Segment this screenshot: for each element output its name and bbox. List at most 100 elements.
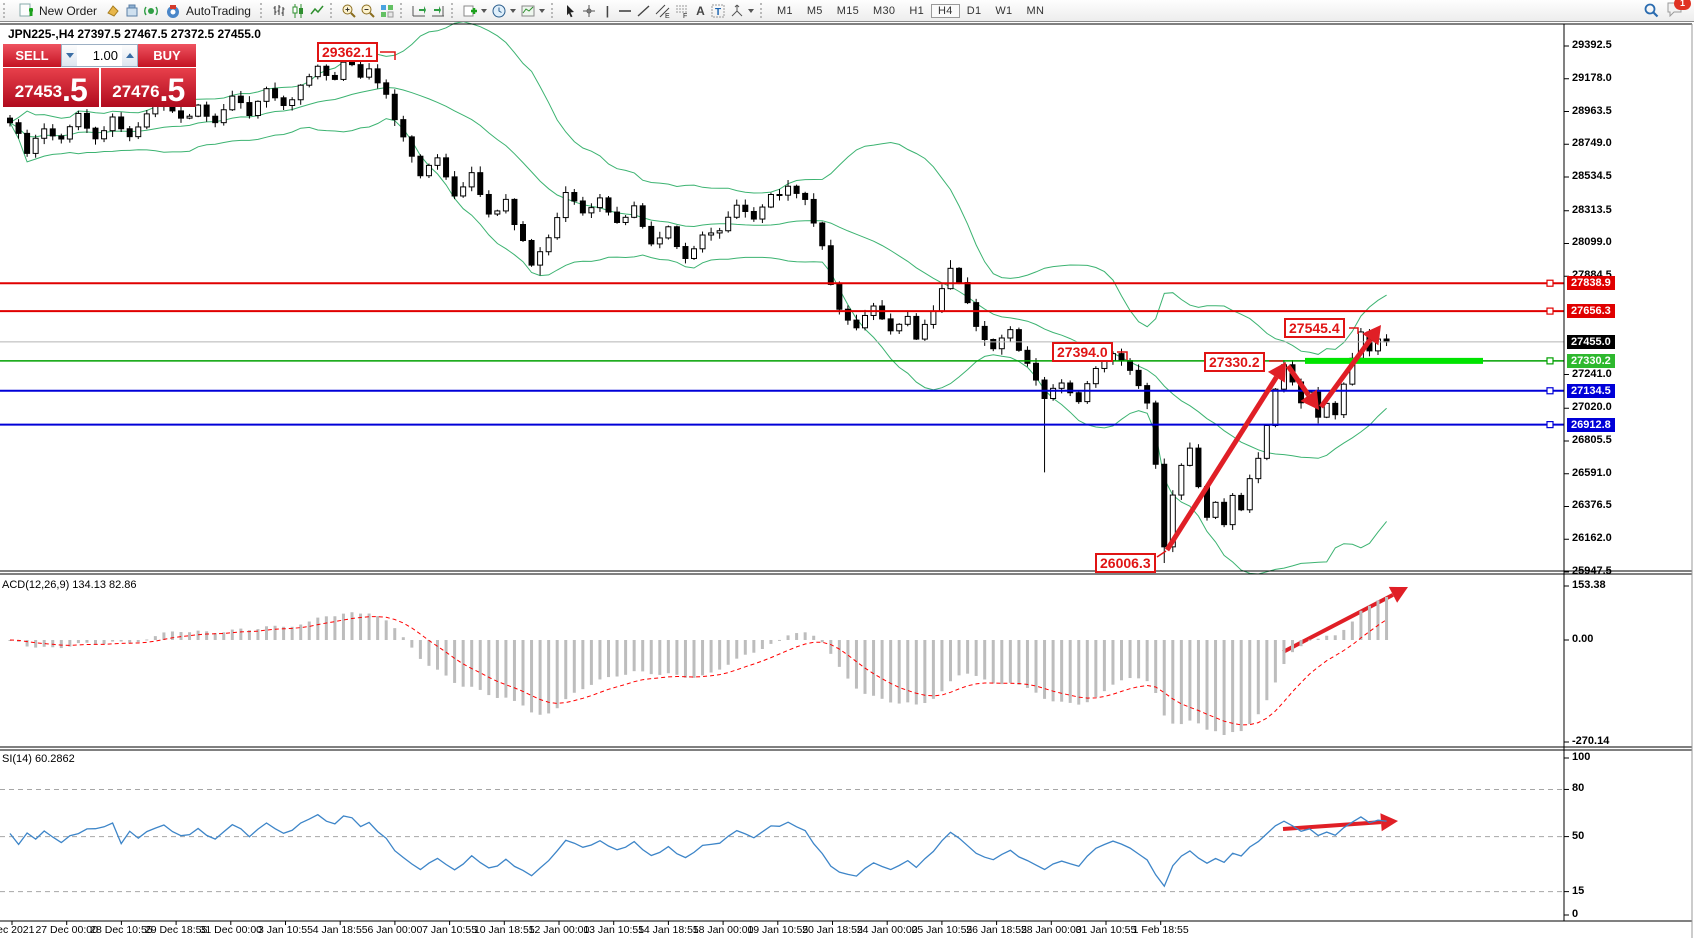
date-tick-label: 20 Jan 18:55 (802, 924, 863, 936)
timeframe-button-h1[interactable]: H1 (909, 4, 925, 17)
candlestick-chart-icon[interactable] (290, 3, 307, 19)
indicators-add-icon[interactable] (462, 3, 479, 19)
axis-tick-label: 100 (1572, 751, 1591, 763)
zoom-in-icon[interactable] (341, 3, 358, 19)
axis-tick-label: 28099.0 (1572, 236, 1612, 249)
arrows-caret-icon[interactable] (747, 8, 754, 13)
price-badge: 27330.2 (1567, 353, 1615, 368)
axis-tick-label: 28313.5 (1572, 203, 1612, 216)
horizontal-line-tool-icon[interactable] (617, 3, 634, 19)
chart-shift-icon[interactable] (430, 3, 447, 19)
date-tick-label: 31 Jan 10:55 (1075, 924, 1137, 936)
periods-caret-icon[interactable] (509, 8, 516, 13)
buy-price-main: 27476 (112, 82, 160, 101)
autotrading-button[interactable]: AutoTrading (160, 2, 257, 20)
date-tick-label: 28 Jan 00:00 (1020, 924, 1082, 936)
one-click-trading-panel: SELL BUY 27453.5 27476.5 (3, 44, 196, 107)
sell-price-main: 27453 (14, 82, 63, 101)
vertical-line-tool-icon[interactable]: | (605, 3, 610, 18)
spinner-down-icon (65, 53, 74, 58)
new-order-button[interactable]: New Order (13, 2, 103, 20)
zoom-out-icon[interactable] (360, 3, 377, 19)
notifications-chat-icon[interactable]: 1 (1666, 0, 1691, 20)
fibonacci-tool-icon[interactable]: F (674, 3, 691, 19)
toolbar-grip[interactable] (259, 3, 266, 18)
crosshair-icon[interactable] (581, 3, 598, 19)
axis-tick-label: 0 (1572, 908, 1579, 920)
volume-decrease-button[interactable] (62, 45, 77, 66)
volume-control (61, 44, 138, 67)
templates-icon[interactable] (520, 3, 537, 19)
search-icon[interactable] (1643, 3, 1660, 19)
toolbar-grip[interactable] (399, 3, 406, 18)
toolbar-grip[interactable] (329, 3, 336, 18)
line-chart-icon[interactable] (309, 3, 326, 19)
label-glyph: T (715, 7, 721, 18)
timeframe-group: M1 M5 M15 M30 H1 H4 D1 W1 MN (770, 0, 1051, 21)
price-annotation[interactable]: 27330.2 (1204, 352, 1265, 372)
cursor-icon[interactable] (562, 3, 579, 19)
channel-glyph: E (665, 13, 670, 19)
volume-increase-button[interactable] (122, 45, 137, 66)
axis-tick-label: 26591.0 (1572, 466, 1612, 479)
timeframe-button-h4[interactable]: H4 (931, 3, 960, 18)
price-annotation[interactable]: 26006.3 (1095, 553, 1156, 573)
date-tick-label: 24 Jan 00:00 (856, 924, 918, 936)
date-tick-label: 12 Jan 00:00 (528, 924, 590, 936)
auto-scroll-icon[interactable] (411, 3, 428, 19)
date-tick-label: 3 Jan 10:55 (258, 924, 313, 936)
axis-tick-label: 28963.5 (1572, 104, 1612, 117)
buy-price[interactable]: 27476.5 (100, 68, 196, 107)
signals-icon[interactable] (142, 3, 159, 19)
templates-caret-icon[interactable] (538, 8, 545, 13)
price-badge: 27455.0 (1567, 334, 1615, 349)
indicators-caret-icon[interactable] (480, 8, 487, 13)
axis-tick-label: 28534.5 (1572, 170, 1612, 182)
arrows-tool-icon[interactable] (729, 3, 746, 19)
axis-tick-label: 29392.5 (1572, 39, 1612, 51)
tile-windows-icon[interactable] (379, 3, 396, 19)
chart-symbol-title: JPN225-,H4 27397.5 27467.5 27372.5 27455… (8, 27, 261, 41)
timeframe-button-d1[interactable]: D1 (966, 4, 982, 17)
price-badge: 27134.5 (1567, 383, 1615, 398)
periods-clock-icon[interactable] (491, 3, 508, 19)
date-tick-label: 29 Dec 18:55 (144, 924, 208, 936)
toolbar-grip[interactable] (759, 3, 766, 18)
trendline-tool-icon[interactable] (636, 3, 653, 19)
new-order-icon (17, 3, 34, 19)
spinner-up-icon (125, 53, 134, 58)
toolbar-grip[interactable] (450, 3, 457, 18)
timeframe-button-mn[interactable]: MN (1026, 4, 1045, 17)
toolbar-grip[interactable] (550, 3, 557, 18)
timeframe-button-m5[interactable]: M5 (806, 4, 823, 17)
bar-chart-icon[interactable] (271, 3, 288, 19)
date-tick-label: Dec 2021 (0, 924, 35, 936)
timeframe-button-w1[interactable]: W1 (995, 4, 1013, 17)
axis-tick-label: 26376.5 (1572, 499, 1612, 512)
axis-tick-label: 15 (1572, 884, 1585, 897)
text-tool-icon[interactable]: A (696, 3, 705, 18)
axis-tick-label: 80 (1572, 782, 1585, 795)
date-tick-label: 25 Jan 10:55 (911, 924, 973, 936)
charts-profile-icon[interactable] (104, 3, 121, 19)
price-annotation[interactable]: 27545.4 (1284, 318, 1345, 338)
text-label-tool-icon[interactable]: T (710, 3, 727, 19)
toolbar-grip[interactable] (3, 3, 9, 18)
timeframe-button-m1[interactable]: M1 (776, 4, 793, 17)
axis-tick-label: 50 (1572, 829, 1585, 842)
date-tick-label: 31 Dec 00:00 (199, 924, 263, 936)
timeframe-button-m30[interactable]: M30 (873, 4, 896, 17)
volume-input[interactable] (77, 45, 122, 66)
timeframe-button-m15[interactable]: M15 (836, 4, 860, 17)
price-annotation[interactable]: 29362.1 (317, 42, 378, 62)
channel-tool-icon[interactable]: E (655, 3, 672, 19)
metaeditor-icon[interactable] (123, 3, 140, 19)
sell-button[interactable]: SELL (3, 44, 61, 67)
sell-price[interactable]: 27453.5 (3, 68, 99, 107)
date-tick-label: 27 Dec 00:00 (35, 924, 98, 936)
buy-button[interactable]: BUY (138, 44, 196, 67)
price-annotation[interactable]: 27394.0 (1052, 342, 1113, 362)
price-badge: 26912.8 (1567, 417, 1615, 432)
axis-tick-label: -270.14 (1572, 735, 1610, 747)
